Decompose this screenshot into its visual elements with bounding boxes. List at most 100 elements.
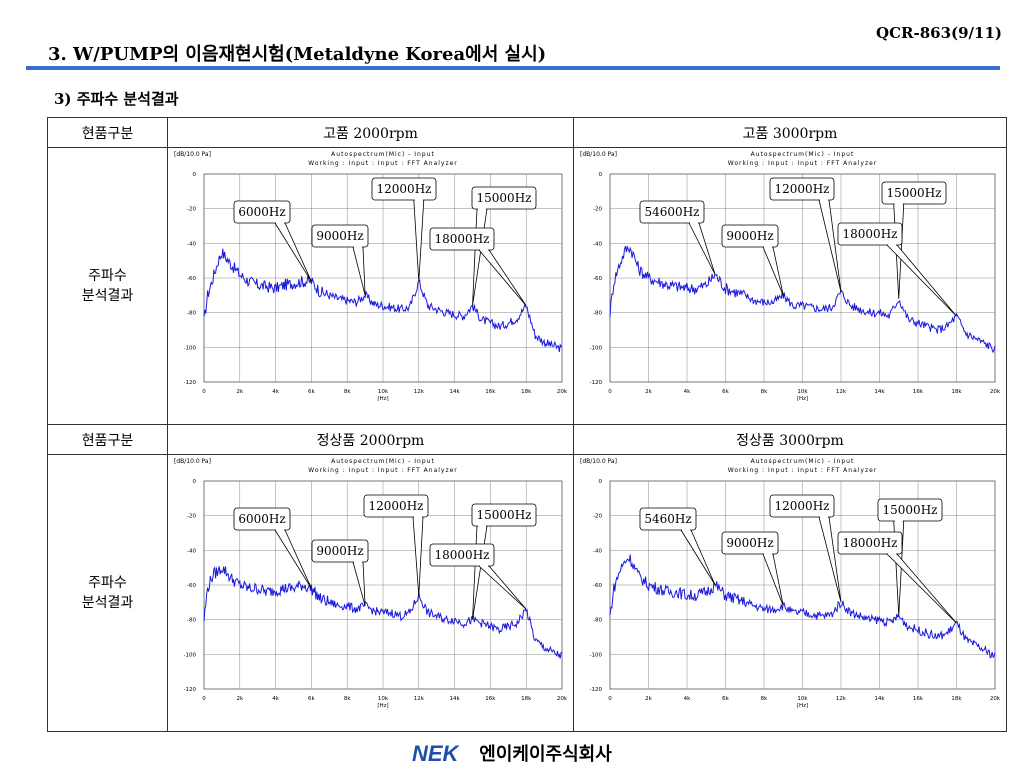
document-code: QCR-863(9/11) <box>876 24 1002 42</box>
x-tick-label: 6k <box>308 696 315 702</box>
y-tick-label: -60 <box>187 583 196 589</box>
x-tick-label: 16k <box>485 696 496 702</box>
callout-pointer <box>680 529 716 586</box>
x-tick-label: 10k <box>378 389 389 395</box>
x-tick-label: 16k <box>913 696 924 702</box>
analysis-table: 현품구분 고품 2000rpm 고품 3000rpm 주파수 분석결과 [dB/… <box>47 117 1007 732</box>
callout-box <box>429 543 495 567</box>
callout: 6000Hz <box>233 200 312 282</box>
callout: 12000Hz <box>371 177 437 282</box>
callout: 12000Hz <box>769 177 842 292</box>
condition-label: 정상품 2000rpm <box>167 424 574 455</box>
callout-box <box>471 503 537 527</box>
callout: 18000Hz <box>429 227 527 306</box>
callout-box <box>639 200 705 224</box>
x-tick-label: 0 <box>202 696 206 702</box>
callout-label: 15000Hz <box>477 508 532 522</box>
callout-box <box>371 177 437 201</box>
x-tick-label: 18k <box>951 696 962 702</box>
callout-box <box>877 498 943 522</box>
callout: 54600Hz <box>639 200 716 275</box>
x-tick-label: 2k <box>645 696 652 702</box>
y-tick-label: -20 <box>187 207 196 213</box>
chart-subtitle: Working : Input : Input : FFT Analyzer <box>308 160 458 167</box>
row-label-line: 분석결과 <box>81 288 134 304</box>
chart-title: Autospectrum(Mic) - Input <box>331 151 435 158</box>
y-tick-label: -100 <box>184 345 197 351</box>
callout-label: 12000Hz <box>775 182 830 196</box>
company-name: 엔이케이주식회사 <box>479 744 612 765</box>
callout-label: 5460Hz <box>644 512 691 526</box>
callout-label: 15000Hz <box>887 186 942 200</box>
header-row-1: 현품구분 고품 2000rpm 고품 3000rpm <box>47 117 1007 148</box>
x-tick-label: 2k <box>236 389 243 395</box>
callout: 9000Hz <box>311 539 369 606</box>
chart-unit-label: [dB/10.0 Pa] <box>174 151 211 158</box>
y-tick-label: -120 <box>184 687 197 693</box>
y-tick-label: -40 <box>187 548 196 554</box>
x-tick-label: 18k <box>521 696 532 702</box>
callout: 12000Hz <box>769 494 842 603</box>
x-tick-label: 6k <box>722 389 729 395</box>
chart-subtitle: Working : Input : Input : FFT Analyzer <box>308 467 458 474</box>
y-tick-label: 0 <box>599 172 603 178</box>
callout: 9000Hz <box>311 224 369 296</box>
y-tick-label: -120 <box>184 380 197 386</box>
x-tick-label: 12k <box>836 696 847 702</box>
spectrum-trace <box>203 566 563 659</box>
callout-pointer <box>412 516 424 596</box>
header-row-2: 현품구분 정상품 2000rpm 정상품 3000rpm <box>47 424 1007 455</box>
section-subtitle: 3) 주파수 분석결과 <box>54 90 179 108</box>
y-tick-label: -40 <box>593 241 602 247</box>
row-label-line: 분석결과 <box>81 595 134 611</box>
callout-box <box>837 222 903 246</box>
chart-unit-label: [dB/10.0 Pa] <box>174 458 211 465</box>
x-axis-label: [Hz] <box>377 396 388 402</box>
callout-pointer <box>688 222 716 275</box>
chart-subtitle: Working : Input : Input : FFT Analyzer <box>728 467 878 474</box>
x-tick-label: 2k <box>645 389 652 395</box>
spectrum-chart: [dB/10.0 Pa] Autospectrum(Mic) - Input Wor… <box>174 458 568 709</box>
row-label: 주파수 분석결과 <box>47 454 168 732</box>
y-tick-label: 0 <box>193 172 197 178</box>
callout-pointer <box>274 529 312 589</box>
callout: 6000Hz <box>233 507 312 589</box>
callout-box <box>721 224 779 248</box>
x-tick-label: 12k <box>414 696 425 702</box>
y-tick-label: -40 <box>593 548 602 554</box>
condition-label: 고품 2000rpm <box>167 117 574 148</box>
y-tick-label: -60 <box>187 276 196 282</box>
callout-label: 18000Hz <box>843 227 898 241</box>
x-axis-label: [Hz] <box>377 703 388 709</box>
row-label-line: 주파수 <box>88 268 127 284</box>
chart-cell: [dB/10.0 Pa] Autospectrum(Mic) - Input Wor… <box>573 454 1007 732</box>
chart-cell: [dB/10.0 Pa] Autospectrum(Mic) - Input Wor… <box>573 147 1007 425</box>
y-tick-label: 0 <box>599 479 603 485</box>
chart-unit-label: [dB/10.0 Pa] <box>580 458 617 465</box>
condition-label: 고품 3000rpm <box>573 117 1007 148</box>
callout-box <box>881 181 947 205</box>
header-label: 현품구분 <box>47 117 168 148</box>
callout-box <box>639 507 697 531</box>
chart-title: Autospectrum(Mic) - Input <box>331 458 435 465</box>
callout-pointer <box>352 561 366 606</box>
y-tick-label: -80 <box>187 311 196 317</box>
x-tick-label: 4k <box>684 696 691 702</box>
y-tick-label: -80 <box>593 618 602 624</box>
callout: 9000Hz <box>721 531 784 606</box>
callout-box <box>311 539 369 563</box>
x-tick-label: 20k <box>990 696 1001 702</box>
x-tick-label: 10k <box>797 696 808 702</box>
callout-label: 9000Hz <box>726 536 773 550</box>
spectrum-trace <box>609 245 996 354</box>
x-tick-label: 0 <box>202 389 206 395</box>
y-tick-label: 0 <box>193 479 197 485</box>
callout-box <box>471 186 537 210</box>
x-tick-label: 14k <box>874 389 885 395</box>
callout-pointer <box>762 553 784 606</box>
x-tick-label: 8k <box>344 389 351 395</box>
callout-box <box>311 224 369 248</box>
callout: 18000Hz <box>837 531 957 624</box>
callout-pointer <box>762 246 784 296</box>
x-tick-label: 20k <box>557 389 568 395</box>
